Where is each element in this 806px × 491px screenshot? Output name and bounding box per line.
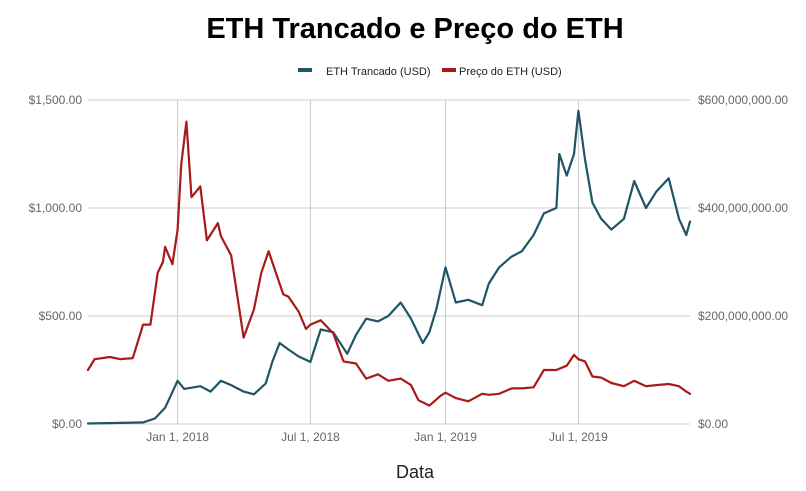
chart-title: ETH Trancado e Preço do ETH — [206, 13, 623, 45]
x-tick-label: Jul 1, 2019 — [549, 430, 608, 444]
y-left-tick-label: $0.00 — [52, 417, 82, 431]
y-left-tick-label: $500.00 — [39, 309, 83, 323]
y-right-tick-label: $600,000,000.00 — [698, 93, 788, 107]
y-left-tick-label: $1,500.00 — [29, 93, 83, 107]
legend-swatch-eth-locked — [298, 68, 312, 72]
y-axis-right: $0.00 $200,000,000.00 $400,000,000.00 $600,… — [698, 93, 788, 431]
x-axis: Jan 1, 2018 Jul 1, 2018 Jan 1, 2019 Jul 1, … — [146, 430, 608, 444]
x-tick-label: Jul 1, 2018 — [281, 430, 340, 444]
y-right-tick-label: $0.00 — [698, 417, 728, 431]
legend-label-eth-price: Preço do ETH (USD) — [459, 66, 562, 78]
series-line-eth-locked — [86, 109, 692, 425]
x-axis-label: Data — [396, 462, 435, 482]
y-right-tick-label: $400,000,000.00 — [698, 201, 788, 215]
legend-label-eth-locked: ETH Trancado (USD) — [326, 66, 431, 78]
y-axis-left: $0.00 $500.00 $1,000.00 $1,500.00 — [29, 93, 83, 431]
series-layer — [86, 109, 692, 425]
y-left-tick-label: $1,000.00 — [29, 201, 83, 215]
series-line-eth-price — [86, 120, 692, 407]
y-right-tick-label: $200,000,000.00 — [698, 309, 788, 323]
legend-swatch-eth-price — [442, 68, 456, 72]
legend[interactable]: ETH Trancado (USD) Preço do ETH (USD) — [298, 66, 562, 78]
grid — [88, 99, 690, 425]
x-tick-label: Jan 1, 2018 — [146, 430, 209, 444]
x-tick-label: Jan 1, 2019 — [414, 430, 477, 444]
